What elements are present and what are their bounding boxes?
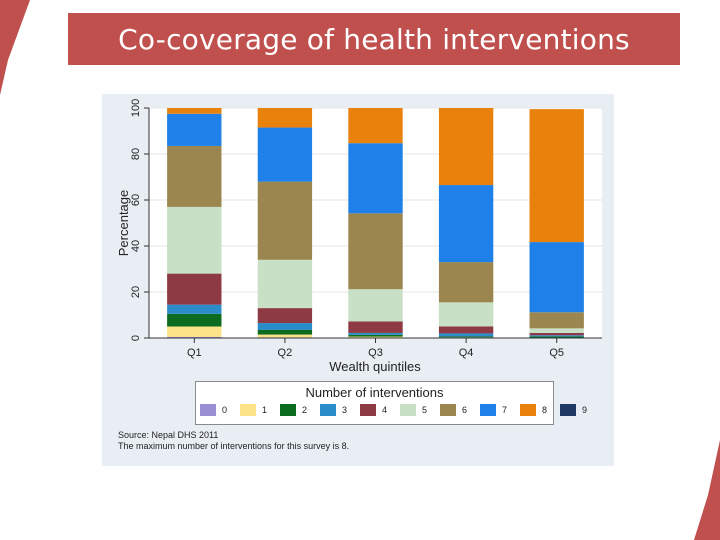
bar-segment-Q3-3	[348, 332, 403, 335]
legend-label: 1	[262, 405, 268, 415]
bar-segment-Q4-4	[438, 326, 494, 334]
slide-title: Co-coverage of health interventions	[118, 22, 630, 56]
legend-item-2: 2	[280, 404, 314, 416]
bar-segment-Q3-4	[348, 321, 403, 333]
bar-segment-Q3-7	[348, 143, 403, 214]
legend-item-1: 1	[240, 404, 274, 416]
legend-item-0: 0	[200, 404, 234, 416]
bar-segment-Q5-8	[529, 109, 584, 243]
bar-segment-Q5-3	[529, 335, 584, 337]
bar-segment-Q1-1	[167, 326, 222, 337]
bar-segment-Q2-3	[257, 323, 313, 330]
legend-swatch	[480, 404, 496, 416]
bar-segment-Q2-7	[257, 127, 313, 182]
legend-swatch	[520, 404, 536, 416]
bar-segment-Q2-4	[257, 308, 313, 324]
bar-segment-Q3-5	[348, 289, 403, 322]
legend-swatch	[560, 404, 576, 416]
bar-segment-Q4-3	[438, 333, 494, 337]
legend-swatch	[240, 404, 256, 416]
legend-item-3: 3	[320, 404, 354, 416]
x-tick-label-Q2: Q2	[278, 347, 293, 359]
legend-item-5: 5	[400, 404, 434, 416]
bar-segment-Q5-5	[529, 328, 584, 333]
y-axis-title: Percentage	[116, 190, 131, 257]
bar-segment-Q1-5	[167, 206, 222, 274]
bar-segment-Q2-5	[257, 259, 313, 309]
x-tick-label-Q3: Q3	[368, 347, 383, 359]
legend-item-6: 6	[440, 404, 474, 416]
bar-segment-Q1-3	[167, 304, 222, 314]
y-tick-label: 80	[130, 148, 142, 160]
bar-segment-Q1-7	[167, 113, 222, 146]
bar-segment-Q3-8	[348, 108, 403, 144]
legend-swatch	[360, 404, 376, 416]
bar-segment-Q3-1	[348, 336, 403, 338]
title-banner: Co-coverage of health interventions	[68, 13, 680, 65]
corner-decoration-right	[694, 440, 720, 540]
corner-decoration-left	[0, 0, 30, 95]
legend-item-8: 8	[520, 404, 554, 416]
x-tick-label-Q4: Q4	[459, 347, 474, 359]
axes: 0 20 40 60 80 100 Q1 Q2 Q3 Q4 Q5	[130, 99, 602, 359]
bar-segment-Q1-8	[167, 108, 222, 114]
bar-segment-Q1-6	[167, 145, 222, 207]
bar-segment-Q2-2	[257, 329, 313, 335]
x-axis-title: Wealth quintiles	[329, 359, 421, 374]
legend-label: 2	[302, 405, 308, 415]
bar-segment-Q2-1	[257, 334, 313, 338]
legend-swatch	[280, 404, 296, 416]
chart-panel: 0 20 40 60 80 100 Q1 Q2 Q3 Q4 Q5 Wealth quintiles …	[102, 94, 614, 466]
y-tick-label: 0	[130, 335, 142, 341]
bar-segment-Q4-5	[438, 302, 494, 327]
y-tick-label: 20	[130, 286, 142, 298]
bar-segment-Q3-6	[348, 213, 403, 290]
y-tick-label: 60	[130, 194, 142, 206]
bar-segment-Q1-0	[167, 336, 222, 338]
legend-label: 8	[542, 405, 548, 415]
legend-swatch	[400, 404, 416, 416]
legend-swatch	[440, 404, 456, 416]
bar-segment-Q2-8	[257, 108, 313, 128]
bars	[167, 108, 584, 338]
legend-label: 4	[382, 405, 388, 415]
legend-label: 9	[582, 405, 588, 415]
bar-segment-Q5-7	[529, 242, 584, 313]
bar-segment-Q4-7	[438, 185, 494, 263]
legend-item-7: 7	[480, 404, 514, 416]
bar-segment-Q3-2	[348, 334, 403, 337]
legend-label: 3	[342, 405, 348, 415]
legend-label: 0	[222, 405, 228, 415]
x-tick-label-Q1: Q1	[187, 347, 202, 359]
y-tick-label: 40	[130, 240, 142, 252]
legend-item-4: 4	[360, 404, 394, 416]
legend-title: Number of interventions	[305, 385, 444, 400]
bar-segment-Q4-8	[438, 108, 494, 186]
source-note: Source: Nepal DHS 2011	[118, 430, 219, 440]
bar-segment-Q4-2	[438, 336, 494, 338]
bar-segment-Q5-6	[529, 312, 584, 329]
bar-segment-Q4-6	[438, 262, 494, 303]
bar-segment-Q5-4	[529, 332, 584, 336]
legend-label: 6	[462, 405, 468, 415]
legend: Number of interventions 0 1 2 3 4 5 6 7 8 9	[195, 381, 587, 425]
max-note: The maximum number of interventions for …	[118, 441, 350, 451]
legend-swatch	[320, 404, 336, 416]
legend-swatch	[200, 404, 216, 416]
y-tick-label: 100	[130, 99, 142, 117]
bar-segment-Q1-4	[167, 273, 222, 305]
bar-segment-Q1-2	[167, 313, 222, 327]
legend-label: 5	[422, 405, 428, 415]
bar-segment-Q5-2	[529, 336, 584, 338]
legend-label: 7	[502, 405, 508, 415]
legend-item-9: 9	[560, 404, 594, 416]
x-tick-label-Q5: Q5	[549, 347, 564, 359]
bar-segment-Q2-6	[257, 181, 313, 260]
legend-items: 0 1 2 3 4 5 6 7 8 9	[200, 404, 600, 416]
